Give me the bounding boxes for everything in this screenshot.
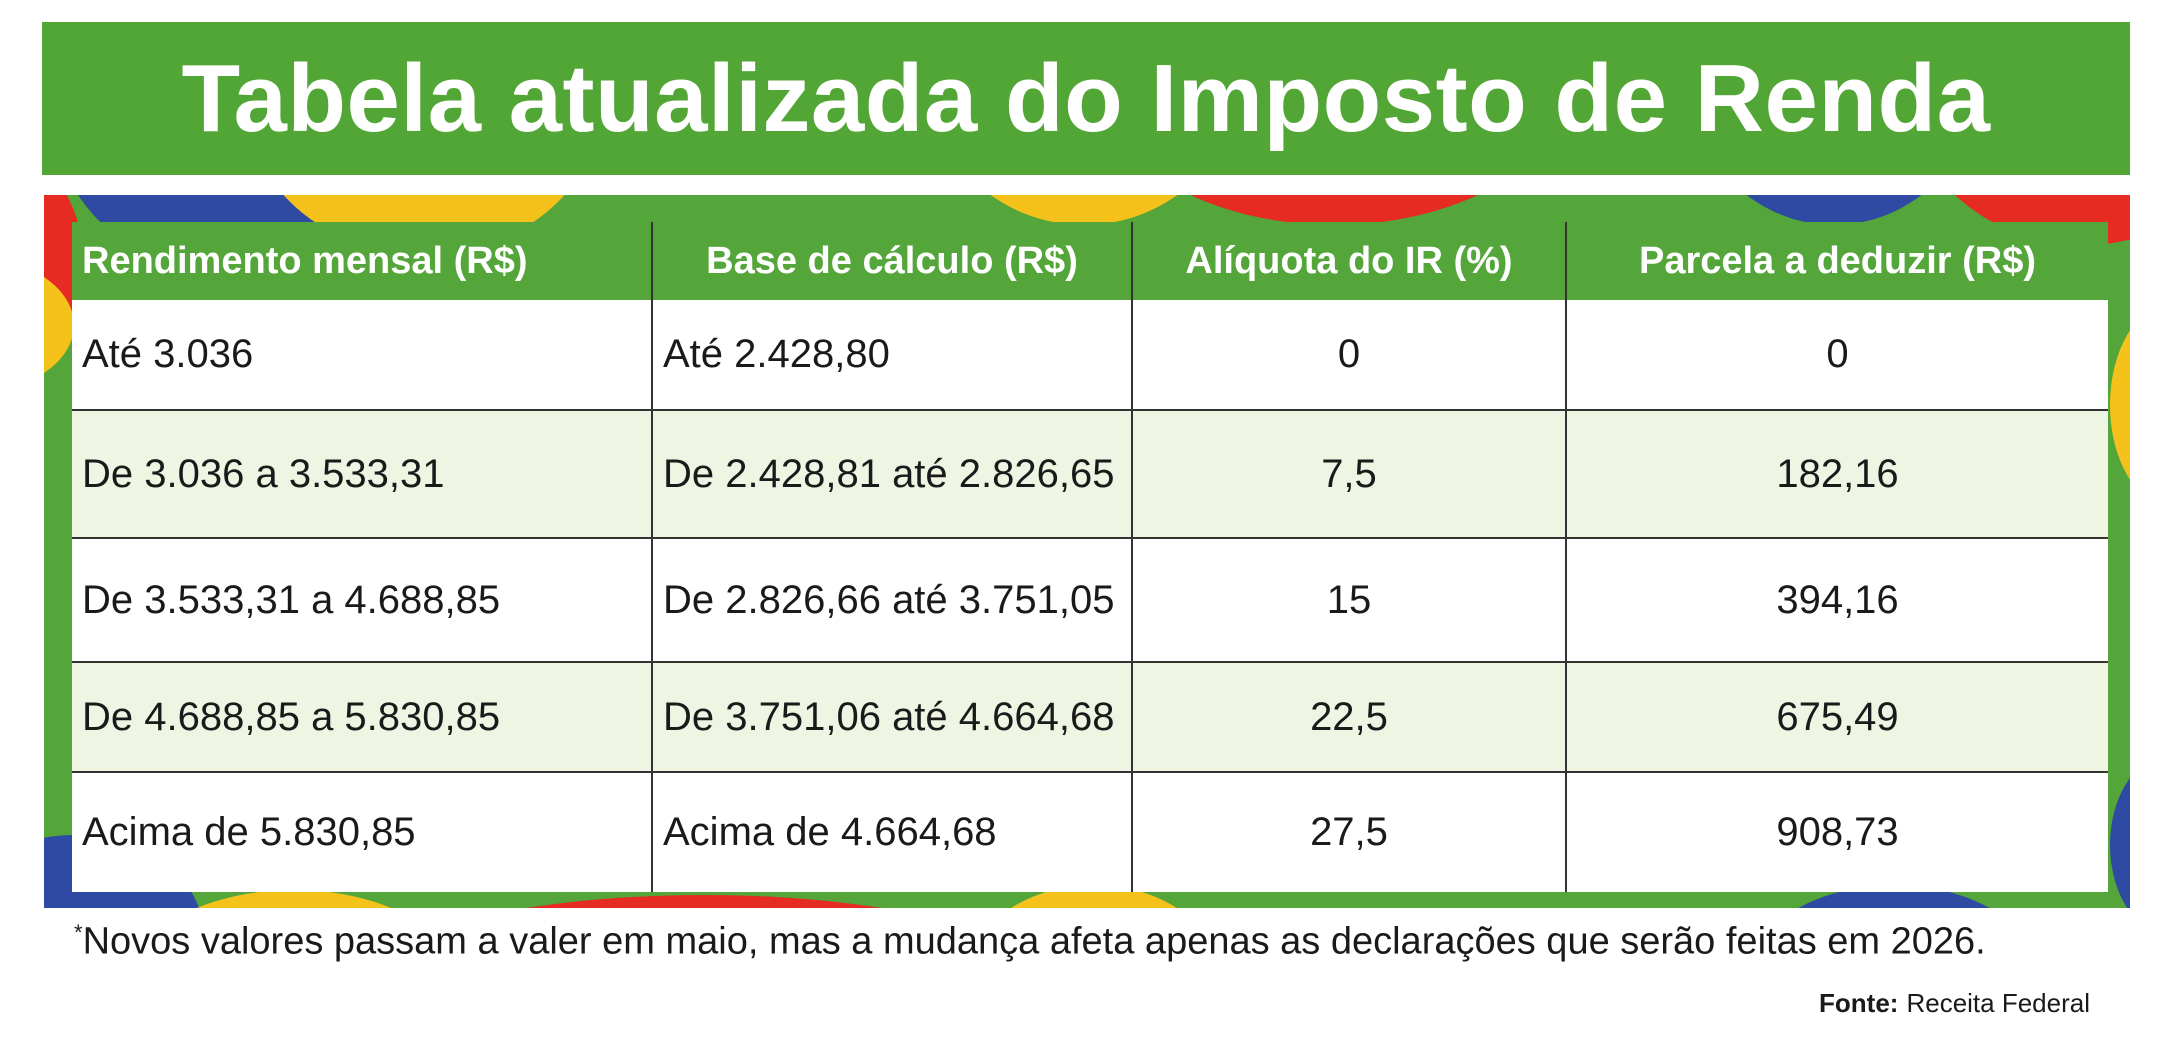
cell-parcela: 394,16 (1565, 537, 2108, 662)
cell-rendimento: Até 3.036 (72, 300, 652, 410)
header-parcela-a-deduzir: Parcela a deduzir (R$) (1565, 222, 2108, 300)
cell-parcela: 0 (1565, 300, 2108, 410)
cell-parcela: 182,16 (1565, 409, 2108, 538)
footnote-marker: * (74, 920, 83, 945)
cell-aliquota: 15 (1131, 537, 1566, 662)
yellow-circle-top-mid (924, 195, 1244, 225)
yellow-circle-right (2110, 305, 2130, 505)
cell-rendimento: De 4.688,85 a 5.830,85 (72, 661, 652, 772)
table-row: Acima de 5.830,85 Acima de 4.664,68 27,5… (72, 771, 2108, 892)
footnote-text: Novos valores passam a valer em maio, ma… (82, 920, 1986, 963)
cell-base: De 2.428,81 até 2.826,65 (651, 409, 1132, 538)
cell-aliquota: 27,5 (1131, 771, 1566, 892)
header-base-de-calculo: Base de cálculo (R$) (651, 222, 1132, 300)
footnote: *Novos valores passam a valer em maio, m… (74, 920, 1986, 964)
blue-circle-top-right (1684, 195, 1984, 225)
source-credit: Fonte: Receita Federal (1819, 988, 2090, 1019)
cell-base: Acima de 4.664,68 (651, 771, 1132, 892)
blue-circle-right (2110, 755, 2130, 908)
cell-aliquota: 22,5 (1131, 661, 1566, 772)
cell-base: De 2.826,66 até 3.751,05 (651, 537, 1132, 662)
table-header-row: Rendimento mensal (R$) Base de cálculo (… (72, 222, 2108, 300)
cell-rendimento: De 3.533,31 a 4.688,85 (72, 537, 652, 662)
source-value: Receita Federal (1906, 988, 2090, 1018)
cell-parcela: 908,73 (1565, 771, 2108, 892)
cell-aliquota: 7,5 (1131, 409, 1566, 538)
source-label: Fonte: (1819, 988, 1899, 1018)
tax-table: Rendimento mensal (R$) Base de cálculo (… (72, 222, 2108, 892)
cell-base: Até 2.428,80 (651, 300, 1132, 410)
table-row: De 3.533,31 a 4.688,85 De 2.826,66 até 3… (72, 537, 2108, 662)
page-title: Tabela atualizada do Imposto de Renda (181, 44, 1991, 152)
cell-parcela: 675,49 (1565, 661, 2108, 772)
cell-base: De 3.751,06 até 4.664,68 (651, 661, 1132, 772)
title-banner: Tabela atualizada do Imposto de Renda (42, 22, 2130, 175)
table-row: De 4.688,85 a 5.830,85 De 3.751,06 até 4… (72, 661, 2108, 772)
table-row: Até 3.036 Até 2.428,80 0 0 (72, 300, 2108, 410)
cell-rendimento: Acima de 5.830,85 (72, 771, 652, 892)
red-band-bottom (344, 895, 1064, 908)
cell-rendimento: De 3.036 a 3.533,31 (72, 409, 652, 538)
tax-table-container: Rendimento mensal (R$) Base de cálculo (… (72, 222, 2108, 892)
header-rendimento-mensal: Rendimento mensal (R$) (72, 222, 652, 300)
header-aliquota: Alíquota do IR (%) (1131, 222, 1566, 300)
cell-aliquota: 0 (1131, 300, 1566, 410)
table-row: De 3.036 a 3.533,31 De 2.428,81 até 2.82… (72, 409, 2108, 538)
